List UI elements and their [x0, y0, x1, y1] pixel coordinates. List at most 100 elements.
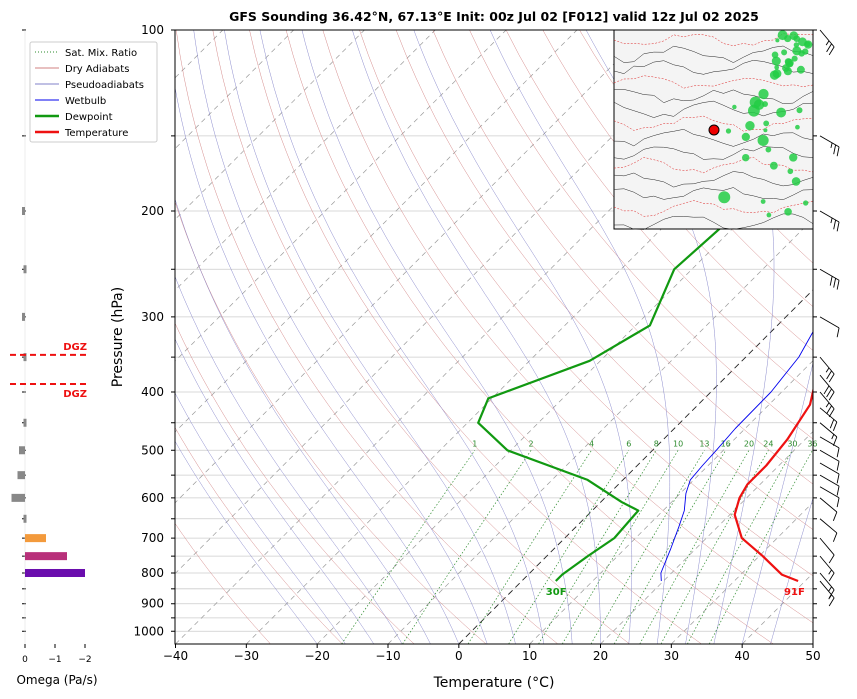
inset-precip	[792, 46, 801, 55]
wind-barb-flag	[834, 145, 836, 154]
y-axis-label: Pressure (hPa)	[110, 287, 126, 387]
wind-barb-staff	[820, 269, 839, 280]
x-tick-label: −20	[305, 649, 330, 663]
wind-barb-flag	[837, 474, 839, 483]
x-tick-label: 10	[522, 649, 537, 663]
inset-precip	[784, 208, 792, 216]
wind-barb-flag	[829, 573, 834, 581]
inset-precip	[792, 56, 798, 62]
wind-barb-half	[829, 587, 832, 591]
omega-axis: 0−1−2	[22, 644, 92, 665]
wind-barb-flag	[829, 47, 834, 55]
wind-barb-flag	[829, 392, 834, 400]
wind-barb-half	[831, 143, 832, 148]
omega-bar	[12, 494, 26, 502]
wind-barb-flag	[834, 220, 836, 229]
inset-precip	[795, 125, 800, 130]
omega-x-tick-label: 0	[22, 655, 28, 665]
inset-precip	[742, 133, 750, 141]
inset-precip	[774, 65, 779, 70]
wind-barb-flag	[833, 422, 836, 431]
wind-barb-staff	[820, 475, 839, 486]
wind-barb	[820, 317, 839, 337]
wind-barb-staff	[820, 408, 837, 422]
surface-temperature-label: 91F	[784, 587, 805, 598]
inset-precip	[803, 200, 808, 205]
inset-precip	[788, 168, 794, 174]
wind-barb-flag	[837, 498, 839, 507]
wind-barb-staff	[820, 317, 839, 328]
y-tick-label: 700	[141, 531, 164, 545]
x-tick-label: 50	[805, 649, 820, 663]
wind-barb-flag	[824, 386, 829, 394]
wind-barb	[820, 269, 839, 289]
wind-barb-flag	[837, 328, 839, 337]
wind-barb-half	[826, 403, 829, 407]
mixing-ratio-label: 2	[529, 439, 534, 448]
legend-entry: Dewpoint	[65, 112, 113, 123]
y-tick-label: 900	[141, 597, 164, 611]
wind-barb	[820, 556, 834, 581]
omega-bar	[22, 207, 25, 215]
y-tick-label: 1000	[133, 624, 164, 638]
omega-bar	[24, 265, 27, 273]
surface-dewpoint-label: 30F	[546, 587, 567, 598]
wind-barb-flag	[829, 374, 834, 382]
y-tick-label: 800	[141, 566, 164, 580]
wind-barb-flag	[829, 598, 834, 606]
wind-barb-staff	[820, 463, 839, 474]
wind-barb-staff	[820, 498, 837, 512]
omega-bar	[25, 569, 85, 577]
wind-barb-flag	[837, 222, 839, 231]
wind-barb-flag	[833, 512, 836, 521]
inset-precip	[770, 162, 778, 170]
omega-bar	[19, 446, 25, 454]
inset-precip	[745, 121, 754, 130]
mixing-ratio-label: 20	[744, 439, 754, 448]
wind-barb-flag	[827, 44, 832, 52]
mixing-ratio-label: 13	[699, 439, 709, 448]
legend-entry: Pseudoadiabats	[65, 80, 144, 91]
mixing-ratio-label: 8	[654, 439, 659, 448]
inset-precip	[802, 48, 808, 54]
wind-barb-staff	[820, 136, 839, 147]
mixing-ratio-label: 24	[763, 439, 773, 448]
y-tick-label: 500	[141, 443, 164, 457]
inset-precip	[784, 67, 792, 75]
inset-precip	[763, 120, 769, 126]
wind-barb-staff	[820, 423, 837, 437]
wind-barb	[820, 450, 839, 470]
wind-barb	[820, 487, 839, 507]
mixing-ratio-label: 6	[626, 439, 631, 448]
wind-barb-flag	[830, 276, 832, 285]
wind-barb-flag	[830, 419, 833, 428]
inset-precip	[772, 52, 779, 59]
wind-barb-staff	[820, 487, 839, 498]
wind-barb-flag	[827, 389, 832, 397]
x-tick-label: 40	[735, 649, 750, 663]
wind-barb	[820, 423, 837, 446]
wind-barb-staff	[820, 211, 839, 222]
x-tick-label: −30	[234, 649, 259, 663]
wind-barb	[820, 30, 834, 55]
inset-precip	[761, 199, 766, 204]
legend-entry: Sat. Mix. Ratio	[65, 48, 137, 59]
y-tick-label: 200	[141, 204, 164, 218]
inset-precip	[793, 35, 800, 42]
inset-precip	[775, 38, 779, 42]
legend: Sat. Mix. Ratio Dry Adiabats Pseudoadiabat…	[30, 42, 157, 142]
inset-precip	[742, 154, 749, 161]
wind-barb-staff	[820, 573, 834, 590]
inset-precip	[797, 66, 805, 74]
inset-precip	[776, 108, 786, 118]
wind-barbs	[813, 30, 839, 644]
omega-bar	[22, 313, 25, 321]
wind-barb-half	[832, 434, 834, 439]
legend-entry: Dry Adiabats	[65, 64, 129, 75]
wind-barb-flag	[827, 406, 832, 414]
wind-barb-staff	[820, 538, 834, 555]
inset-precip	[804, 40, 812, 48]
wind-barb-staff	[820, 450, 839, 461]
